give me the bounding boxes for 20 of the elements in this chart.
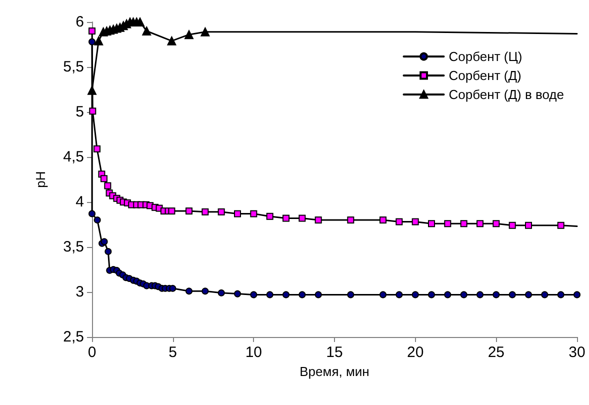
x-tick-label: 15 [326,344,343,361]
x-tick-label: 20 [406,344,424,361]
x-axis-title: Время, мин [300,364,370,379]
y-tick-label: 4 [76,194,84,210]
y-tick-label: 4,5 [63,148,84,166]
x-tick-label: 25 [488,344,505,361]
y-tick-label: 5 [76,104,84,120]
y-tick-label: 2,5 [63,328,84,346]
legend-label: Сорбент (Д) в воде [448,87,564,102]
legend-label: Сорбент (Ц) [448,49,522,64]
y-tick-label: 3 [76,284,84,300]
y-axis-title: pH [33,171,48,188]
legend-label: Сорбент (Д) [448,68,522,83]
x-tick-label: 30 [568,344,586,361]
y-tick-label: 5,5 [63,58,84,76]
y-tick-label: 3,5 [63,238,84,256]
y-tick-label: 6 [76,14,84,30]
x-tick-label: 10 [245,344,262,361]
x-tick-label: 5 [168,344,178,361]
x-tick-label: 0 [88,344,96,361]
